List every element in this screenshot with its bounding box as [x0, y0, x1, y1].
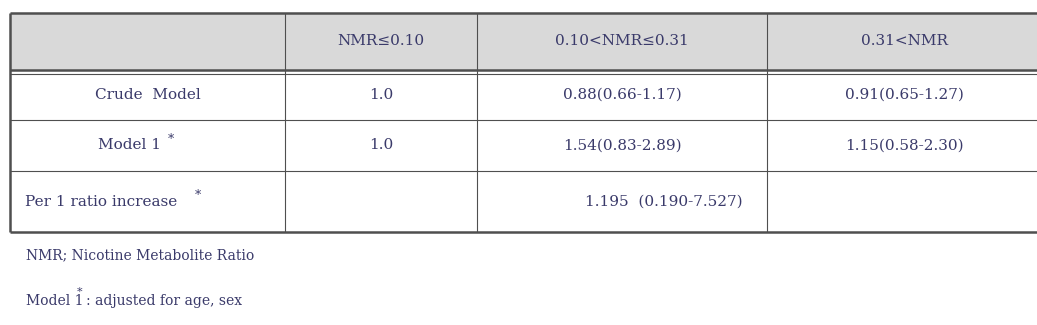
Text: 1.0: 1.0	[369, 88, 393, 102]
Bar	[10, 13, 1037, 70]
Text: 1.0: 1.0	[369, 138, 393, 152]
Text: : adjusted for age, sex: : adjusted for age, sex	[86, 293, 243, 308]
Text: 0.31<NMR: 0.31<NMR	[862, 34, 948, 48]
Text: Model 1: Model 1	[26, 293, 83, 308]
Text: 1.15(0.58-2.30): 1.15(0.58-2.30)	[845, 138, 964, 152]
Text: Per 1 ratio increase: Per 1 ratio increase	[25, 194, 177, 209]
Text: *: *	[167, 133, 174, 146]
Text: 1.54(0.83-2.89): 1.54(0.83-2.89)	[563, 138, 681, 152]
Text: 0.88(0.66-1.17): 0.88(0.66-1.17)	[563, 88, 681, 102]
Text: NMR; Nicotine Metabolite Ratio: NMR; Nicotine Metabolite Ratio	[26, 248, 254, 262]
Text: 0.91(0.65-1.27): 0.91(0.65-1.27)	[845, 88, 964, 102]
Text: *: *	[77, 287, 82, 296]
Text: *: *	[194, 189, 201, 202]
Text: Crude  Model: Crude Model	[95, 88, 200, 102]
Text: NMR≤0.10: NMR≤0.10	[337, 34, 425, 48]
Text: Model 1: Model 1	[97, 138, 161, 152]
Text: 1.195  (0.190-7.527): 1.195 (0.190-7.527)	[585, 194, 742, 209]
Text: 0.10<NMR≤0.31: 0.10<NMR≤0.31	[556, 34, 689, 48]
